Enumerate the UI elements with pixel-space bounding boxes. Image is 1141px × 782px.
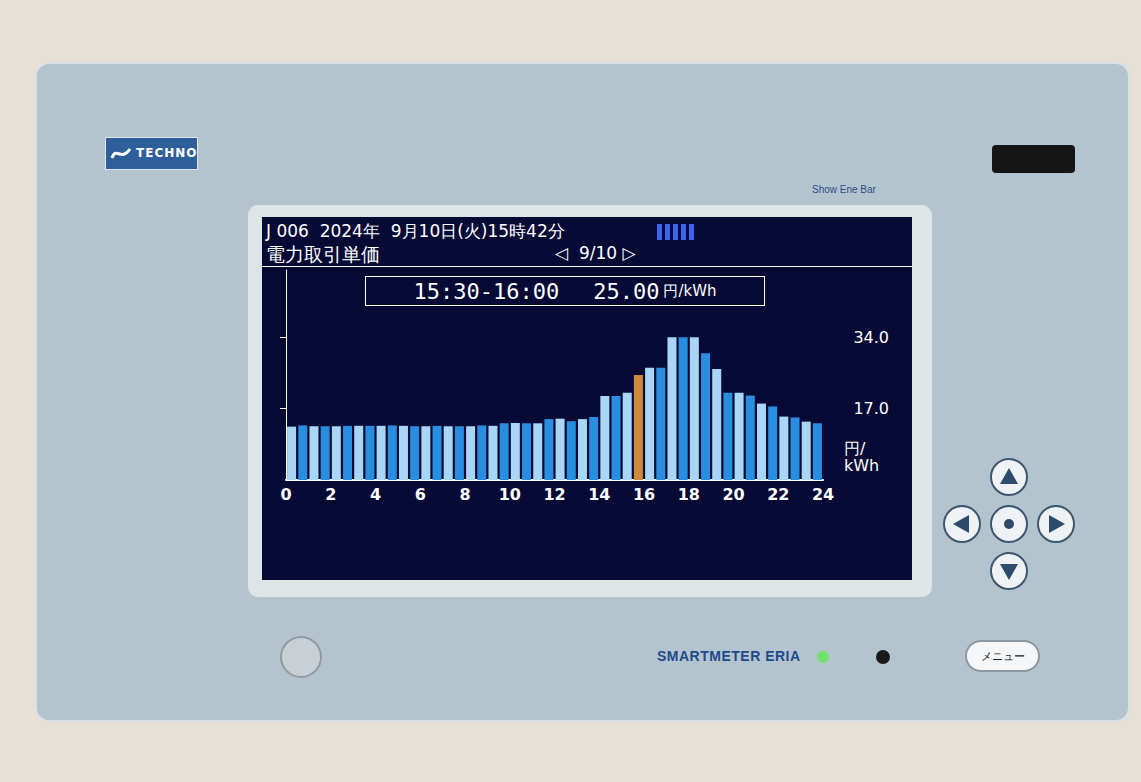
svg-text:10: 10 xyxy=(499,485,521,504)
svg-text:12: 12 xyxy=(543,485,565,504)
svg-text:6: 6 xyxy=(415,485,426,504)
html-text:25.00円/kWh: 25.00円/kWh xyxy=(593,278,717,304)
html-text:◁ 9/10 ▷: ◁ 9/10 ▷ xyxy=(555,243,636,263)
svg-text:16: 16 xyxy=(633,485,655,504)
svg-text:2: 2 xyxy=(325,485,336,504)
html-text:メニュー: メニュー xyxy=(980,649,1025,663)
html-text:電力取引単価: 電力取引単価 xyxy=(266,243,380,265)
html-text:J 006 2024年 9月10日(火)15時42分: J 006 2024年 9月10日(火)15時42分 xyxy=(266,221,565,241)
svg-text:18: 18 xyxy=(678,485,700,504)
svg-text:8: 8 xyxy=(459,485,470,504)
svg-text:0: 0 xyxy=(280,485,291,504)
html-text:Show Ene Bar: Show Ene Bar xyxy=(812,184,876,195)
html-text:TECHNO: TECHNO xyxy=(136,146,198,160)
svg-text:34.0: 34.0 xyxy=(853,328,889,347)
svg-text:17.0: 17.0 xyxy=(853,399,889,418)
svg-text:20: 20 xyxy=(722,485,744,504)
html-text:SMARTMETER ERIA: SMARTMETER ERIA xyxy=(657,648,801,664)
html-text:円/ kWh: 円/ kWh xyxy=(844,439,880,475)
svg-text:22: 22 xyxy=(767,485,789,504)
html-text:15:30-16:00: 15:30-16:00 xyxy=(413,278,560,304)
svg-text:24: 24 xyxy=(812,485,834,504)
svg-text:4: 4 xyxy=(370,485,381,504)
svg-text:14: 14 xyxy=(588,485,610,504)
